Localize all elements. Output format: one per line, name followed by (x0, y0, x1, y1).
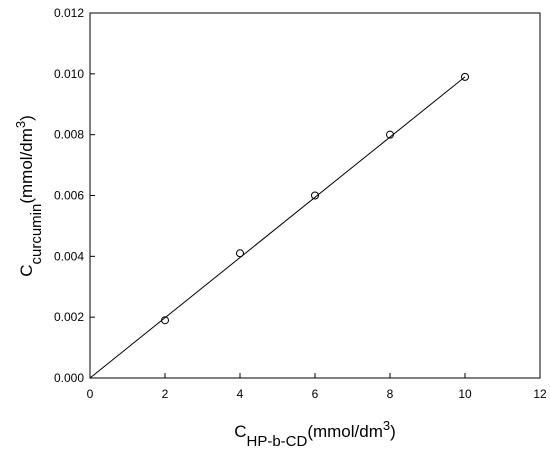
y-tick-label: 0.012 (54, 6, 84, 20)
label-part: C (234, 422, 246, 441)
x-tick-label: 4 (237, 387, 244, 401)
label-part: 3 (383, 418, 390, 433)
fit-line (89, 76, 466, 379)
label-part: (mmol/dm (307, 422, 383, 441)
label-part: 3 (13, 121, 28, 128)
y-tick-label: 0.000 (54, 371, 84, 385)
x-tick-label: 0 (87, 387, 94, 401)
data-point (311, 191, 319, 200)
label-part: C (17, 265, 36, 277)
data-point (461, 72, 469, 81)
x-axis-label: CHP-b-CD(mmol/dm3) (234, 418, 396, 450)
x-tick-label: 6 (312, 387, 319, 401)
x-tick-label: 8 (387, 387, 394, 401)
label-part: curcumin (28, 204, 45, 265)
label-part: ) (17, 115, 36, 121)
x-tick-label: 2 (162, 387, 169, 401)
y-tick-label: 0.010 (54, 67, 84, 81)
data-point (236, 249, 244, 258)
label-part: ) (390, 422, 396, 441)
label-part: HP-b-CD (246, 433, 307, 450)
y-axis-label: Ccurcumin(mmol/dm3) (13, 115, 45, 277)
y-tick-label: 0.008 (54, 128, 84, 142)
x-tick-label: 12 (533, 387, 547, 401)
label-part: (mmol/dm (17, 128, 36, 204)
y-tick-label: 0.002 (54, 310, 84, 324)
x-tick-label: 10 (458, 387, 472, 401)
y-tick-label: 0.004 (54, 249, 84, 263)
y-tick-label: 0.006 (54, 189, 84, 203)
